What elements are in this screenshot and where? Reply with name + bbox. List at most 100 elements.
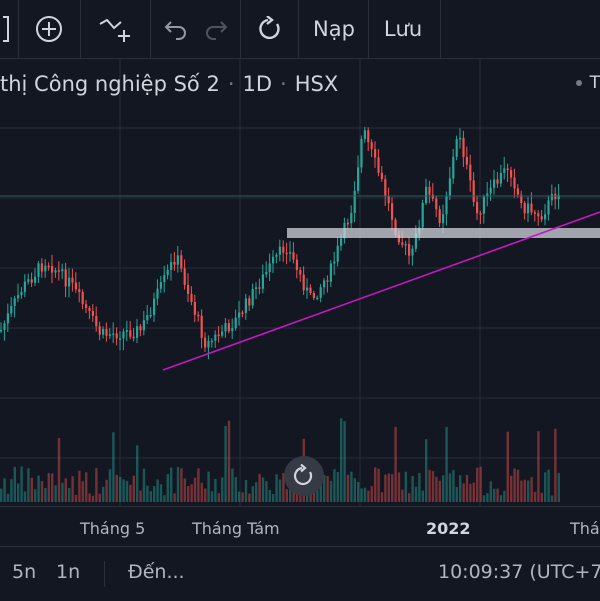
- clock-label[interactable]: 10:09:37 (UTC+7: [438, 561, 600, 583]
- volume-bar: [23, 491, 27, 502]
- redo-button[interactable]: [198, 0, 234, 58]
- volume-bar: [462, 483, 465, 502]
- candle-body: [516, 188, 519, 195]
- volume-bar: [421, 490, 424, 502]
- volume-bar: [139, 490, 142, 502]
- volume-bar: [200, 482, 203, 502]
- undo-button[interactable]: [158, 0, 194, 58]
- candle-body: [295, 259, 298, 271]
- volume-bar: [489, 481, 492, 502]
- candle-body: [513, 177, 516, 189]
- candle-body: [176, 255, 179, 265]
- add-symbol-button[interactable]: [24, 0, 74, 58]
- candle-body: [88, 307, 91, 311]
- candle-body: [397, 234, 400, 243]
- candle-body: [102, 328, 105, 335]
- volume-bar: [176, 467, 180, 502]
- goto-date-button[interactable]: Đến...: [128, 561, 185, 583]
- toolbar-separator: [240, 0, 241, 58]
- price-chart[interactable]: [0, 58, 600, 506]
- candle-body: [244, 298, 247, 313]
- volume-bar: [193, 477, 197, 502]
- volume-bar: [248, 493, 251, 502]
- candle-body: [173, 261, 176, 265]
- candle-body: [316, 297, 319, 300]
- volume-bar: [513, 468, 516, 502]
- symbol-name: thị Công nghiệp Số 2: [0, 72, 220, 96]
- volume-bar: [374, 467, 377, 502]
- volume-bar: [204, 488, 207, 502]
- volume-bar: [187, 485, 190, 502]
- volume-bar: [418, 473, 421, 502]
- candle-body: [482, 196, 485, 214]
- volume-bar: [319, 481, 322, 502]
- candle-body: [258, 287, 261, 289]
- candle-body: [163, 275, 166, 283]
- volume-bar: [540, 492, 543, 502]
- reset-chart-button[interactable]: [284, 456, 324, 496]
- volume-bar: [411, 475, 414, 502]
- volume-bar: [377, 468, 380, 502]
- candle-body: [153, 298, 156, 315]
- candle-body: [346, 222, 349, 225]
- candle-body: [13, 298, 16, 306]
- volume-bar: [207, 471, 210, 502]
- candle-body: [384, 179, 387, 197]
- volume-bar: [533, 491, 537, 502]
- volume-bar: [442, 475, 445, 502]
- volume-bar: [231, 468, 234, 502]
- candle-body: [47, 265, 50, 268]
- candle-body: [139, 326, 142, 331]
- candle-body: [268, 263, 271, 272]
- range-5y-button[interactable]: 5n: [12, 561, 37, 583]
- volume-bar: [10, 479, 13, 502]
- candle-body: [81, 291, 84, 305]
- reload-button[interactable]: [248, 0, 292, 58]
- axis-label-may: Tháng 5: [80, 519, 146, 538]
- candle-body: [115, 333, 118, 339]
- volume-bar: [221, 477, 224, 502]
- volume-bar: [333, 469, 336, 502]
- volume-bar: [278, 479, 282, 502]
- volume-bar: [64, 478, 67, 502]
- volume-bar: [13, 466, 16, 502]
- volume-bar: [425, 439, 428, 502]
- candle-body: [462, 137, 465, 157]
- top-toolbar: Nạp Lưu: [0, 0, 600, 59]
- volume-bar: [482, 495, 486, 502]
- volume-bar: [197, 468, 200, 502]
- load-layout-button[interactable]: Nạp: [313, 17, 355, 41]
- candle-body: [499, 172, 502, 184]
- candle-body: [180, 255, 183, 269]
- volume-bar: [312, 490, 316, 502]
- volume-bar: [234, 477, 237, 502]
- volume-bar: [241, 492, 244, 502]
- volume-bar: [95, 468, 98, 502]
- candle-body: [459, 137, 462, 140]
- volume-bar: [180, 468, 183, 502]
- candle-body: [302, 274, 305, 291]
- candle-body: [27, 279, 30, 282]
- candle-body: [367, 130, 370, 143]
- bottom-separator: [104, 561, 105, 587]
- volume-bar: [255, 482, 258, 502]
- volume-bar: [353, 478, 356, 502]
- time-axis[interactable]: Tháng 5 Tháng Tám 2022 Thá: [0, 506, 600, 547]
- volume-bar: [295, 493, 299, 502]
- candle-body: [340, 238, 343, 246]
- toolbar-separator: [80, 0, 81, 58]
- candle-body: [510, 170, 513, 178]
- save-layout-button[interactable]: Lưu: [383, 17, 423, 41]
- volume-bar: [251, 486, 254, 502]
- candle-body: [34, 276, 37, 283]
- volume-bar: [431, 471, 435, 502]
- range-1y-button[interactable]: 1n: [56, 561, 81, 583]
- support-zone: [287, 228, 600, 238]
- symbol-title[interactable]: thị Công nghiệp Số 2 · 1D · HSX: [0, 64, 338, 104]
- volume-bar: [465, 474, 469, 502]
- compare-button[interactable]: [90, 0, 140, 58]
- candle-body: [132, 336, 135, 339]
- candle-body: [469, 164, 472, 181]
- candle-body: [435, 198, 438, 210]
- candle-body: [506, 168, 509, 171]
